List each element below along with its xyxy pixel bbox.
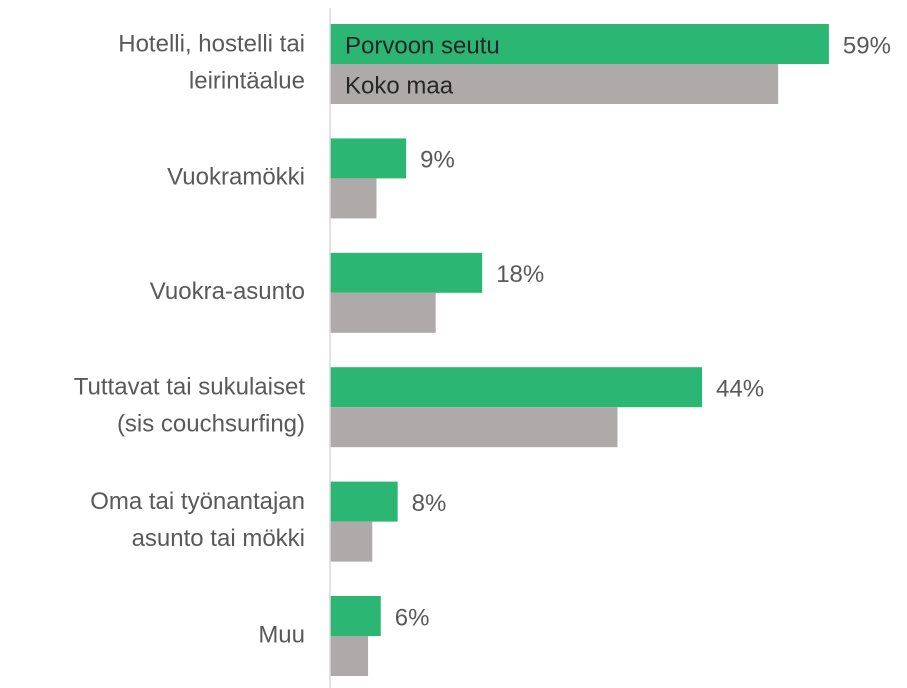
bar: [330, 367, 703, 408]
category-label: Vuokra-asunto: [150, 278, 305, 305]
bar: [330, 521, 373, 562]
bar: [330, 178, 377, 219]
value-label: 8%: [412, 490, 447, 517]
category-label: Tuttavat tai sukulaiset (sis couchsurfing…: [74, 374, 306, 438]
value-label: 6%: [395, 604, 430, 631]
bar: [330, 64, 779, 104]
value-label: 59%: [843, 32, 891, 59]
category-label: Oma tai työnantajan asunto tai mökki: [90, 488, 305, 552]
bar: [330, 292, 436, 333]
bar: [330, 252, 483, 293]
category-label-line: Oma tai työnantajan: [90, 488, 305, 515]
bar: [330, 596, 381, 636]
category-label-line: Hotelli, hostelli tai: [118, 31, 305, 58]
category-label-line: leirintäalue: [189, 68, 305, 95]
bar: [330, 407, 618, 448]
category-label-line: asunto tai mökki: [132, 525, 305, 552]
category-label-line: (sis couchsurfing): [117, 411, 305, 438]
bar: [330, 138, 407, 179]
bar: [330, 24, 829, 64]
legend-label: Porvoon seutu: [345, 32, 500, 59]
bar: [330, 636, 369, 676]
category-label: Hotelli, hostelli tai leirintäalue: [118, 31, 305, 95]
bar: [330, 481, 398, 522]
value-label: 9%: [420, 147, 455, 174]
legend-label: Koko maa: [345, 72, 454, 99]
category-label: Vuokramökki: [167, 164, 305, 191]
value-label: 44%: [716, 376, 764, 403]
category-label-line: Tuttavat tai sukulaiset: [74, 374, 306, 401]
value-label: 18%: [496, 261, 544, 288]
category-label: Muu: [258, 621, 305, 648]
